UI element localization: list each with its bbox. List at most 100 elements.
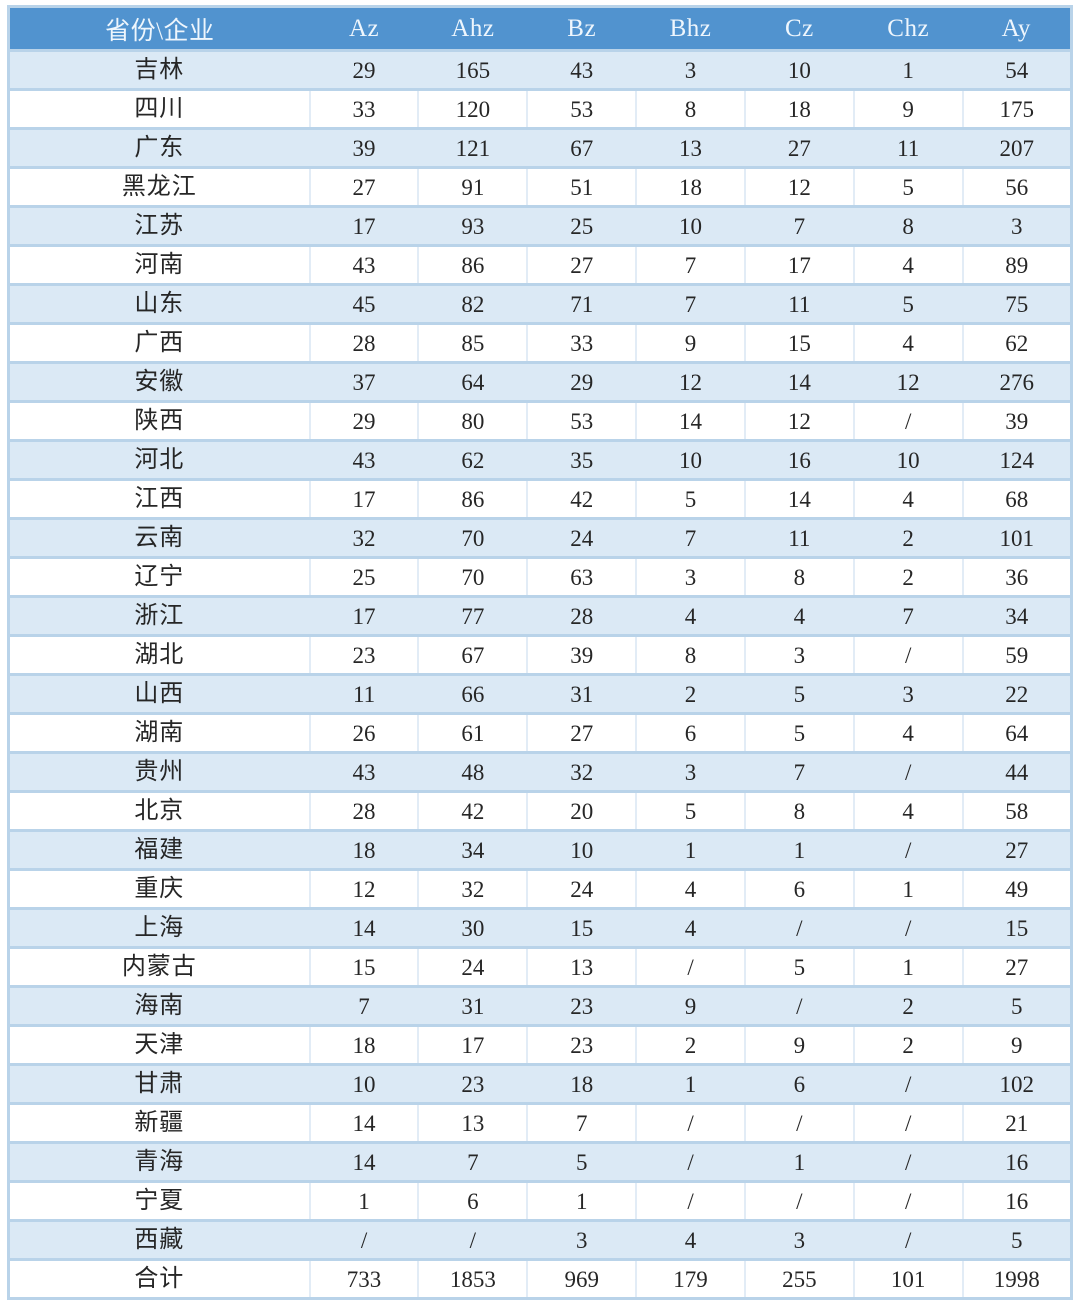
value-cell: 10 [635,439,746,481]
table-row: 陕西 29 80 53 14 12/39 [8,400,1072,442]
value-cell: 2 [852,1024,964,1066]
value-cell: 7 [743,751,855,793]
value-cell: 6 [743,1063,855,1105]
value-cell: 44 [961,751,1072,793]
value-cell: 16 [743,439,855,481]
value-cell: / [852,1219,964,1261]
value-cell: 34 [961,595,1072,637]
value-cell: 42 [417,790,529,832]
value-cell: 24 [526,868,638,910]
table-row: 浙江 17 77 28 4 4 7 34 [8,595,1072,637]
value-cell: 17 [417,1024,529,1066]
value-cell: 36 [961,556,1072,598]
row-label: 贵州 [8,751,311,793]
total-row: 合计 733 1853 969 179 255 101 1998 [8,1258,1072,1300]
value-cell: 8 [743,790,855,832]
value-cell: 12 [852,361,964,403]
value-cell: 11 [743,517,855,559]
value-cell: 24 [417,946,529,988]
value-cell: 8 [635,634,746,676]
value-cell: 39 [961,400,1072,442]
value-cell: / [852,1141,964,1183]
value-cell: 1 [526,1180,638,1222]
value-cell: 45 [308,283,420,325]
value-cell: 3 [635,49,746,91]
value-cell: / [743,1180,855,1222]
value-cell: 6 [417,1180,529,1222]
header-row: 省份\企业 Az Ahz Bz Bhz Cz Chz Ay [8,6,1072,52]
value-cell: 14 [308,1141,420,1183]
value-cell: / [743,985,855,1027]
value-cell: 67 [417,634,529,676]
value-cell: 1 [852,868,964,910]
row-label: 天津 [8,1024,311,1066]
value-cell: 18 [526,1063,638,1105]
value-cell: 27 [743,127,855,169]
value-cell: 71 [526,283,638,325]
value-cell: 49 [961,868,1072,910]
row-label: 浙江 [8,595,311,637]
value-cell: 14 [743,478,855,520]
value-cell: 17 [308,478,420,520]
value-cell: 8 [852,205,964,247]
value-cell: 32 [308,517,420,559]
value-cell: 54 [961,49,1072,91]
row-label: 江西 [8,478,311,520]
value-cell: 3 [852,673,964,715]
value-cell: 17 [308,595,420,637]
table-row: 广东 39 121 67 13 27 11 207 [8,127,1072,169]
value-cell: 3 [635,556,746,598]
value-cell: 14 [635,400,746,442]
row-label: 广西 [8,322,311,364]
row-label: 山西 [8,673,311,715]
value-cell: / [743,907,855,949]
value-cell: 25 [308,556,420,598]
table-row: 青海 14 7 5/1/16 [8,1141,1072,1183]
value-cell: 4 [743,595,855,637]
value-cell: 43 [308,751,420,793]
value-cell: 29 [526,361,638,403]
value-cell: 5 [743,712,855,754]
row-label: 海南 [8,985,311,1027]
value-cell: 63 [526,556,638,598]
value-cell: 9 [852,88,964,130]
value-cell: 61 [417,712,529,754]
value-cell: 3 [635,751,746,793]
table-row: 江西 17 86 42 5 14 4 68 [8,478,1072,520]
value-cell: / [635,946,746,988]
value-cell: 23 [308,634,420,676]
value-cell: 32 [417,868,529,910]
value-cell: 9 [635,322,746,364]
value-cell: / [635,1180,746,1222]
value-cell: 1998 [961,1258,1072,1300]
row-label: 黑龙江 [8,166,311,208]
table-row: 广西 28 85 33 9 15 4 62 [8,322,1072,364]
row-label: 合计 [8,1258,311,1300]
value-cell: 12 [308,868,420,910]
value-cell: 1 [308,1180,420,1222]
value-cell: 1 [852,49,964,91]
value-cell: 33 [308,88,420,130]
value-cell: 58 [961,790,1072,832]
table-row: 江苏 17 93 25 10 7 8 3 [8,205,1072,247]
column-header: Ahz [418,6,528,52]
value-cell: 85 [417,322,529,364]
value-cell: 10 [743,49,855,91]
value-cell: 14 [743,361,855,403]
value-cell: 121 [417,127,529,169]
value-cell: 68 [961,478,1072,520]
value-cell: 12 [743,166,855,208]
table-row: 黑龙江 27 91 51 18 12 5 56 [8,166,1072,208]
value-cell: 12 [635,361,746,403]
value-cell: 13 [635,127,746,169]
value-cell: 13 [526,946,638,988]
row-label: 内蒙古 [8,946,311,988]
value-cell: / [852,400,964,442]
value-cell: 86 [417,478,529,520]
value-cell: 10 [308,1063,420,1105]
table-row: 云南 32 70 24 7 11 2 101 [8,517,1072,559]
value-cell: 14 [308,1102,420,1144]
value-cell: 11 [308,673,420,715]
value-cell: / [635,1102,746,1144]
value-cell: 31 [417,985,529,1027]
